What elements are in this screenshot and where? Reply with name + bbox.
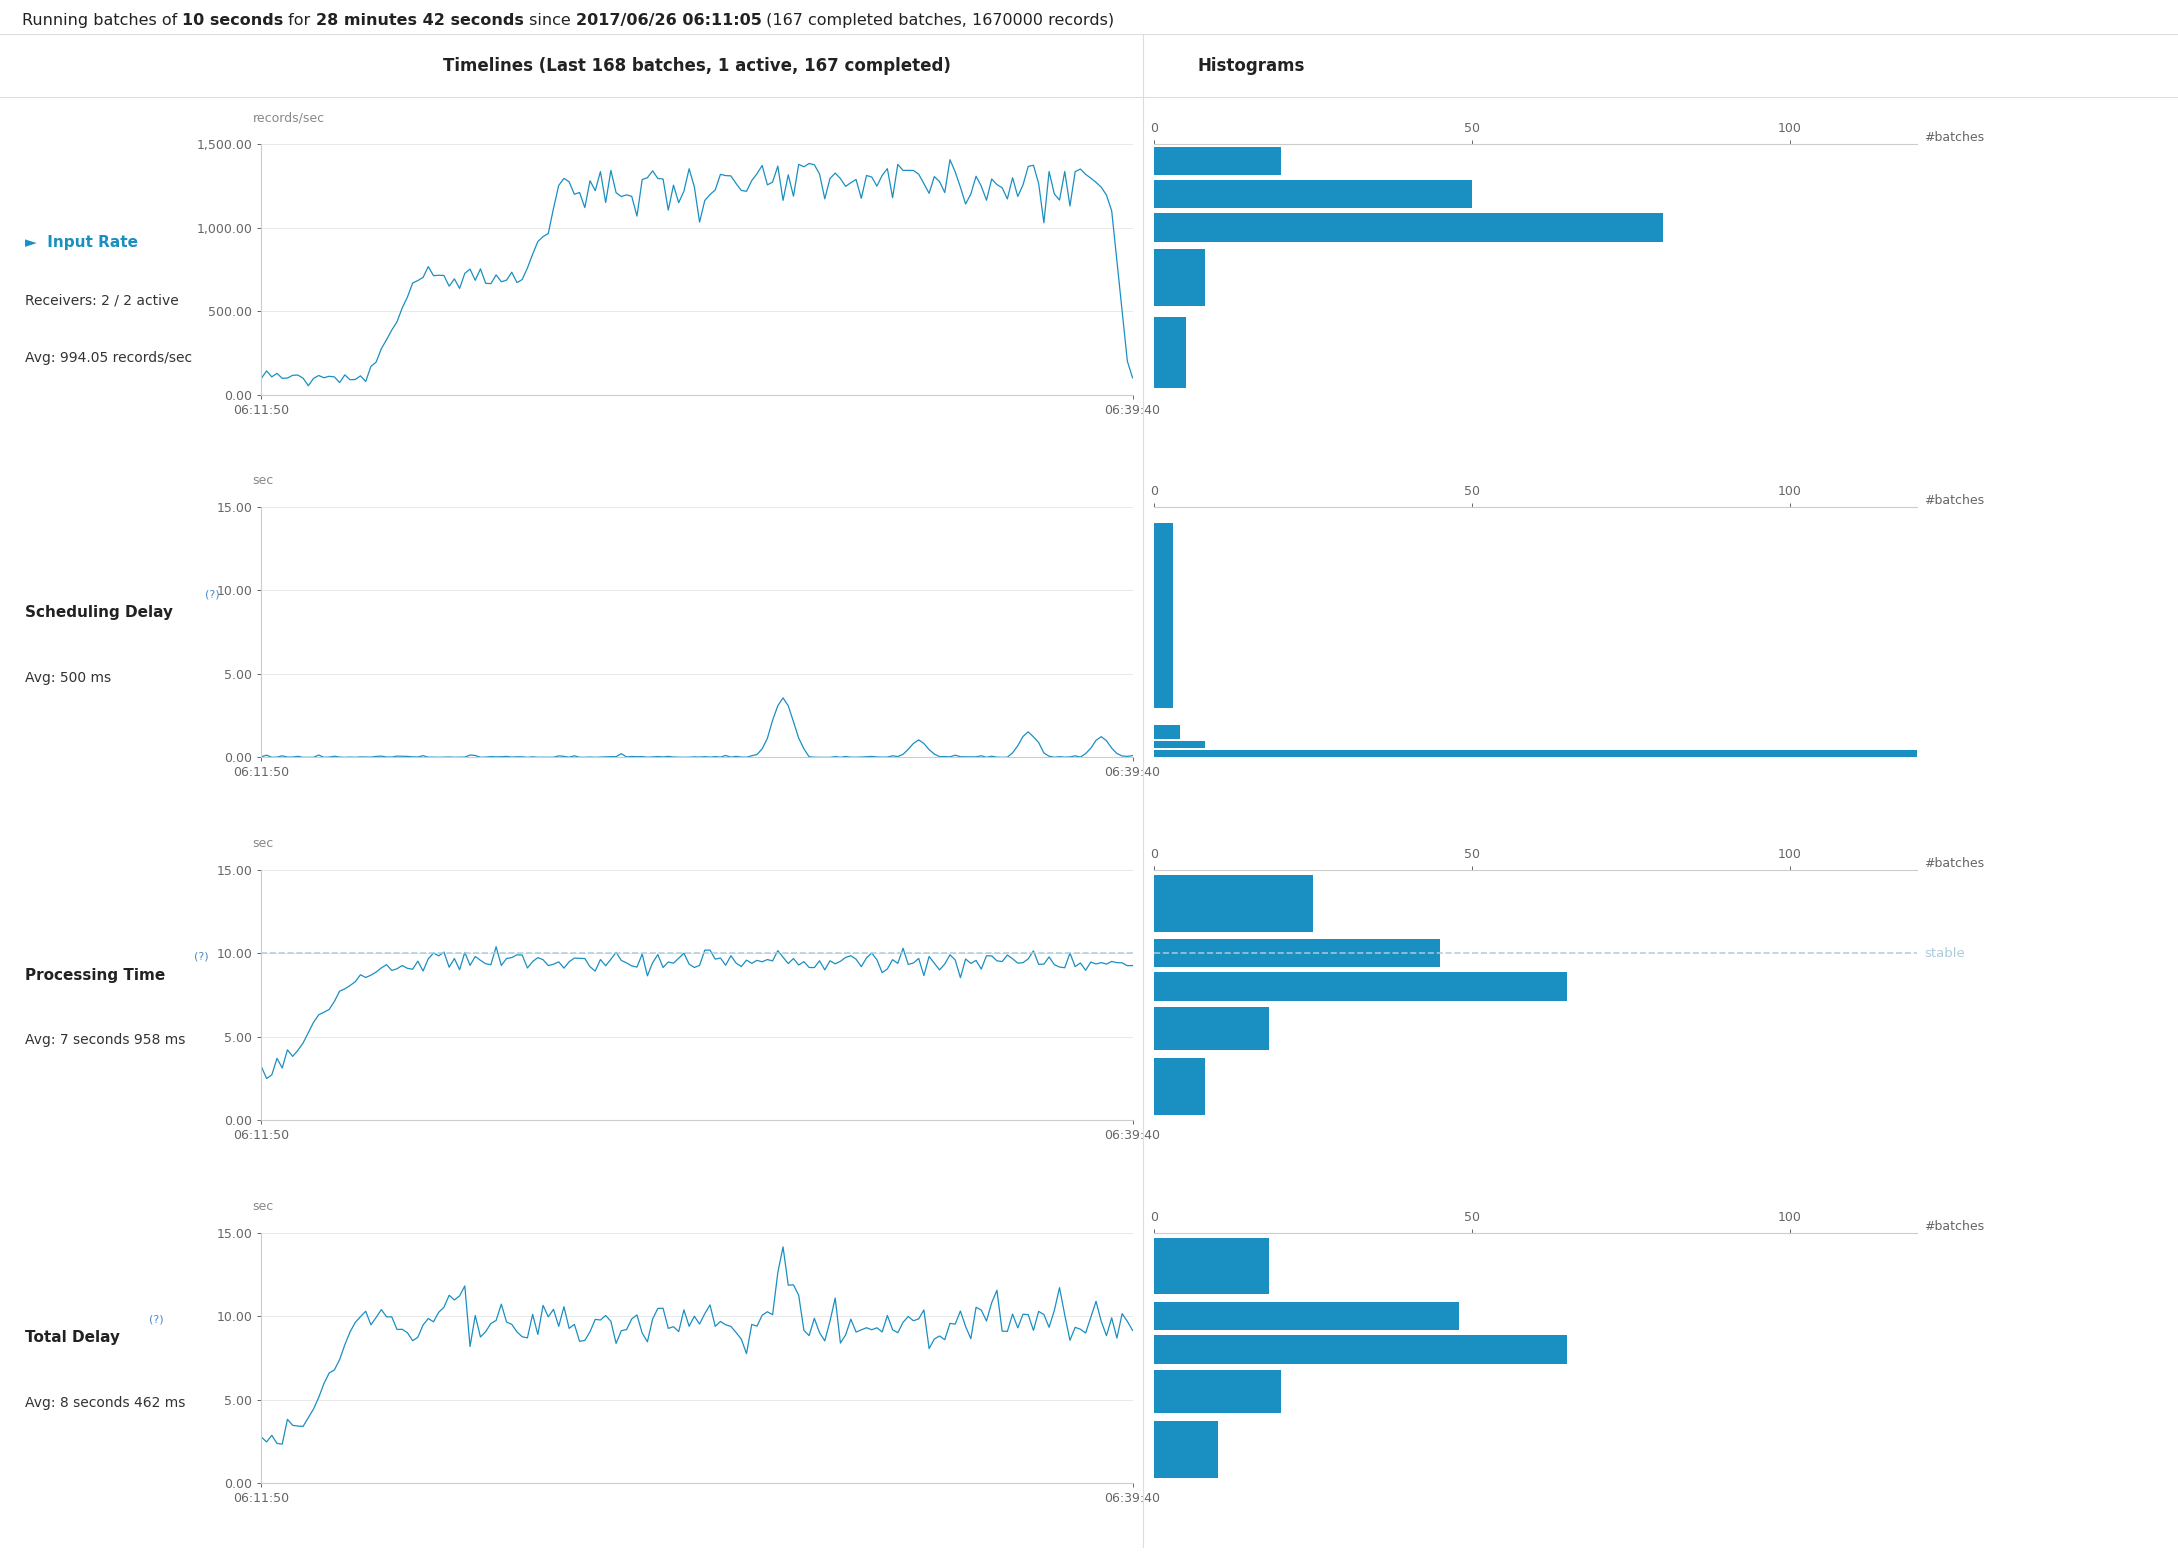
Text: #batches: #batches <box>1925 1220 1984 1232</box>
Text: Receivers: 2 / 2 active: Receivers: 2 / 2 active <box>26 292 179 307</box>
Text: 2017/06/26 06:11:05: 2017/06/26 06:11:05 <box>575 13 762 28</box>
Bar <box>1154 874 1313 932</box>
Bar <box>1154 147 1281 175</box>
Text: stable: stable <box>1925 946 1965 960</box>
Text: Histograms: Histograms <box>1198 56 1305 75</box>
Text: #batches: #batches <box>1925 494 1984 507</box>
Text: Avg: 8 seconds 462 ms: Avg: 8 seconds 462 ms <box>26 1397 185 1411</box>
Text: ►  Input Rate: ► Input Rate <box>26 235 137 250</box>
Text: (167 completed batches, 1670000 records): (167 completed batches, 1670000 records) <box>762 13 1115 28</box>
Bar <box>1154 1007 1268 1049</box>
Bar <box>1154 1059 1204 1115</box>
Bar <box>1154 1301 1459 1331</box>
Text: (?): (?) <box>205 590 220 599</box>
Text: Avg: 500 ms: Avg: 500 ms <box>26 671 111 685</box>
Bar <box>1154 726 1180 740</box>
Bar <box>1154 749 2108 757</box>
Bar <box>1154 1370 1281 1412</box>
Bar <box>1154 1237 1268 1295</box>
Text: sec: sec <box>253 474 274 486</box>
Bar <box>1154 741 1204 749</box>
Bar <box>1154 1422 1218 1478</box>
Text: (?): (?) <box>148 1315 163 1325</box>
Text: Avg: 994.05 records/sec: Avg: 994.05 records/sec <box>26 352 192 366</box>
Bar <box>1154 249 1204 307</box>
Text: #batches: #batches <box>1925 131 1984 144</box>
Text: for: for <box>283 13 316 28</box>
Text: 10 seconds: 10 seconds <box>183 13 283 28</box>
Text: Timelines (Last 168 batches, 1 active, 167 completed): Timelines (Last 168 batches, 1 active, 1… <box>442 56 952 75</box>
Text: Running batches of: Running batches of <box>22 13 183 28</box>
Text: Total Delay: Total Delay <box>26 1331 120 1345</box>
Bar <box>1154 180 1472 208</box>
Text: records/sec: records/sec <box>253 111 325 124</box>
Bar <box>1154 938 1440 968</box>
Bar <box>1154 213 1662 242</box>
Text: (?): (?) <box>194 952 209 962</box>
Bar <box>1154 973 1568 1001</box>
Bar <box>1154 317 1187 388</box>
Text: since: since <box>523 13 575 28</box>
Text: Avg: 7 seconds 958 ms: Avg: 7 seconds 958 ms <box>26 1034 185 1048</box>
Text: Processing Time: Processing Time <box>26 968 166 982</box>
Bar <box>1154 524 1174 707</box>
Text: Scheduling Delay: Scheduling Delay <box>26 605 172 619</box>
Text: sec: sec <box>253 837 274 849</box>
Text: sec: sec <box>253 1200 274 1212</box>
Bar <box>1154 1336 1568 1364</box>
Text: #batches: #batches <box>1925 857 1984 870</box>
Text: 28 minutes 42 seconds: 28 minutes 42 seconds <box>316 13 523 28</box>
